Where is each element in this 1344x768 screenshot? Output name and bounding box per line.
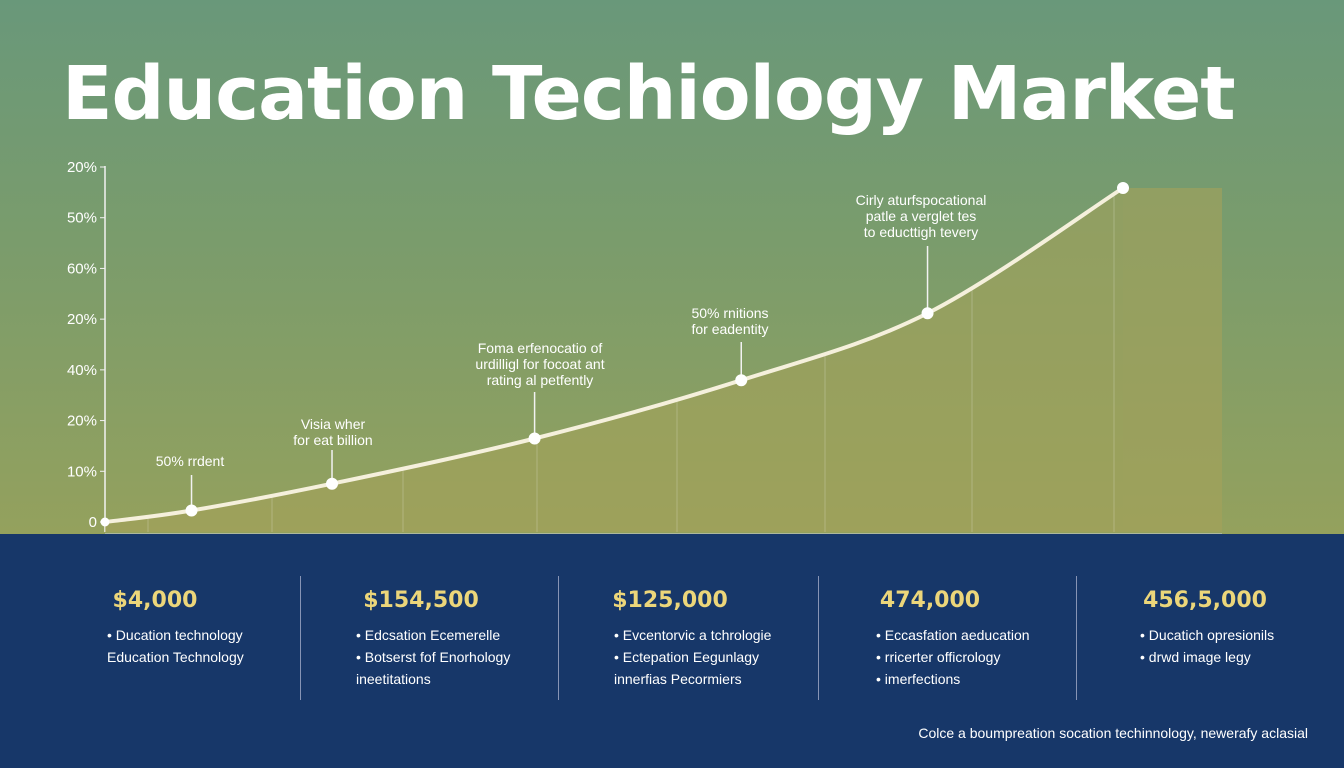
stat-line: • Ectepation Eegunlagy xyxy=(614,649,760,665)
stat-line: • drwd image legy xyxy=(1140,649,1251,665)
gridlines xyxy=(147,193,1115,532)
y-tick-label: 50% xyxy=(67,210,97,227)
y-tick-label: 20% xyxy=(67,413,97,430)
stat-divider xyxy=(558,576,559,700)
y-tick-label: 0 xyxy=(89,514,97,531)
annotation-text: urdilligl for focoat ant xyxy=(475,356,604,372)
data-point xyxy=(735,374,748,387)
annotation-text: Foma erfenocatio of xyxy=(478,340,603,356)
stats-row: $4,000 • Ducation technology Education Tec… xyxy=(0,576,1344,716)
data-point xyxy=(528,432,541,445)
stat-line: ineetitations xyxy=(356,671,431,687)
stat-line: • Botserst fof Enorhology xyxy=(356,649,511,665)
data-markers xyxy=(100,182,1129,527)
stat-line: • Eccasfation aeducation xyxy=(876,627,1030,643)
annotation-text: Cirly aturfspocational xyxy=(856,192,987,208)
data-point xyxy=(326,477,339,490)
annotation-text: 50% rnitions xyxy=(691,305,768,321)
y-tick-label: 20% xyxy=(67,311,97,328)
stat-divider xyxy=(1076,576,1077,700)
annotation-text: for eadentity xyxy=(691,321,768,337)
stat-value: $4,000 xyxy=(112,588,198,613)
series-line xyxy=(103,186,1125,524)
y-tick-label: 40% xyxy=(67,362,97,379)
data-point xyxy=(1117,182,1129,194)
stat-line: • rricerter officrology xyxy=(876,649,1001,665)
annotation-text: to educttigh tevery xyxy=(864,224,978,240)
y-tick-label: 20% xyxy=(67,159,97,176)
stat-value: $125,000 xyxy=(612,588,728,613)
stat-line: • imerfections xyxy=(876,671,961,687)
stat-line: • Ducation technology xyxy=(107,627,243,643)
stat-value: 456,5,000 xyxy=(1143,588,1267,613)
area-plateau xyxy=(1123,188,1222,532)
stat-line: • Evcentorvic a tchrologie xyxy=(614,627,772,643)
y-axis-ticks: 20% 50% 60% 20% 40% 20% 10% 0 xyxy=(67,159,105,531)
area-under-curve xyxy=(105,188,1123,532)
data-point xyxy=(185,504,198,517)
line-chart: 20% 50% 60% 20% 40% 20% 10% 0 50% rrdent Visia w… xyxy=(67,159,1222,532)
stat-description: • Evcentorvic a tchrologie • Ectepation E… xyxy=(614,624,771,690)
page-title: Education Techiology Market xyxy=(62,51,1236,137)
stat-divider xyxy=(300,576,301,700)
stats-panel: $4,000 • Ducation technology Education Tec… xyxy=(0,534,1344,768)
data-point xyxy=(100,517,110,527)
stat-line: • Edcsation Ecemerelle xyxy=(356,627,501,643)
annotation-text: rating al petfently xyxy=(487,372,594,388)
footnote: Colce a boumpreation socation techinnolo… xyxy=(918,725,1308,741)
data-point xyxy=(921,307,934,320)
stat-line: • Ducatich opresionils xyxy=(1140,627,1275,643)
annotation-text: Visia wher xyxy=(301,416,366,432)
stat-description: • Eccasfation aeducation • rricerter offi… xyxy=(876,624,1030,690)
stat-value: $154,500 xyxy=(363,588,479,613)
annotation-text: for eat billion xyxy=(293,432,372,448)
stat-description: • Edcsation Ecemerelle • Botserst fof Eno… xyxy=(356,624,510,690)
stat-line: innerfias Pecormiers xyxy=(614,671,742,687)
stat-description: • Ducation technology Education Technolog… xyxy=(107,624,244,668)
stat-line: Education Technology xyxy=(107,649,244,665)
stat-description: • Ducatich opresionils • drwd image legy xyxy=(1140,624,1274,668)
stat-value: 474,000 xyxy=(879,588,981,613)
annotation-text: patle a verglet tes xyxy=(866,208,977,224)
y-tick-label: 60% xyxy=(67,260,97,277)
annotation-text: 50% rrdent xyxy=(156,453,225,469)
y-tick-label: 10% xyxy=(67,463,97,480)
area-fill xyxy=(105,188,1222,532)
stat-divider xyxy=(818,576,819,700)
